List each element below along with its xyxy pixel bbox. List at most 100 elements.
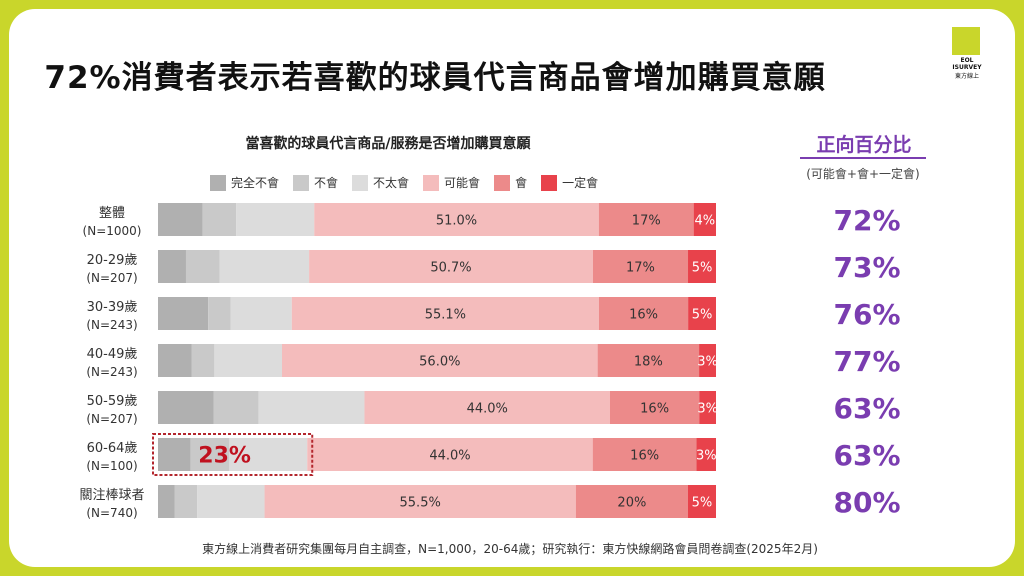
legend-swatch — [541, 174, 558, 191]
bar-segment — [693, 203, 716, 236]
legend-label: 不太會 — [373, 176, 410, 190]
bar-segment — [598, 203, 694, 236]
bar-segment — [282, 344, 598, 377]
bar-segment — [314, 203, 599, 236]
data-label: 56.0% — [419, 355, 460, 370]
legend-label: 可能會 — [444, 176, 481, 190]
data-label: 5% — [692, 496, 713, 511]
bar-segment — [230, 297, 292, 330]
sample-size-label: (N=207) — [86, 271, 137, 285]
positive-percentage-title: 正向百分比 — [816, 134, 912, 156]
bar-segment — [309, 250, 593, 283]
data-label: 16% — [640, 402, 669, 417]
data-label: 20% — [617, 496, 646, 511]
bar-segment — [264, 485, 576, 518]
data-label: 3% — [696, 449, 717, 464]
positive-percentage-value: 77% — [833, 345, 900, 378]
legend-label: 完全不會 — [231, 176, 280, 190]
bar-segment — [185, 250, 220, 283]
bar-segment — [592, 438, 697, 471]
category-label: 20-29歲 — [87, 253, 138, 268]
positive-percentage-subtitle: (可能會+會+一定會) — [806, 167, 920, 181]
logo-line-3: 東方線上 — [954, 73, 979, 80]
legend-item: 一定會 — [541, 174, 598, 191]
bar-segment — [364, 391, 610, 424]
data-label: 4% — [695, 214, 716, 229]
bar-segment — [699, 344, 716, 377]
bar-segment — [213, 391, 259, 424]
bar-segment — [258, 391, 365, 424]
data-label: 55.1% — [425, 308, 466, 323]
chart-title: 當喜歡的球員代言商品/服務是否增加購買意願 — [245, 136, 531, 152]
category-label: 關注棒球者 — [79, 488, 144, 503]
highlight-label: 23% — [198, 444, 251, 469]
legend-item: 會 — [494, 174, 527, 191]
positive-percentage-value: 76% — [833, 298, 900, 331]
bar-segment — [190, 438, 230, 471]
bar-segment — [597, 344, 700, 377]
legend-item: 不太會 — [352, 174, 409, 191]
data-label: 50.7% — [430, 261, 471, 276]
data-label: 16% — [630, 449, 659, 464]
bar-segment — [158, 344, 192, 377]
bar-segment — [609, 391, 700, 424]
data-label: 16% — [629, 308, 658, 323]
category-label: 30-39歲 — [87, 300, 138, 315]
category-label: 50-59歲 — [87, 394, 138, 409]
legend-swatch — [494, 174, 511, 191]
logo-line-2: ISURVEY — [952, 64, 982, 71]
page-title: 72%消費者表示若喜歡的球員代言商品會增加購買意願 — [44, 60, 826, 96]
legend-swatch — [293, 174, 310, 191]
bar-segment — [229, 438, 308, 471]
data-label: 3% — [697, 355, 718, 370]
sample-size-label: (N=740) — [86, 506, 137, 520]
bar-segment — [191, 344, 215, 377]
data-label: 44.0% — [429, 449, 470, 464]
positive-title-underline — [800, 157, 926, 159]
bar-segment — [202, 203, 237, 236]
legend-swatch — [352, 174, 369, 191]
legend-label: 不會 — [314, 176, 339, 190]
category-label: 40-49歲 — [87, 347, 138, 362]
data-label: 51.0% — [436, 214, 477, 229]
positive-percentage-value: 63% — [833, 392, 900, 425]
bar-segment — [208, 297, 231, 330]
sample-size-label: (N=1000) — [83, 224, 142, 238]
data-label: 18% — [634, 355, 663, 370]
legend-label: 一定會 — [562, 176, 599, 190]
category-label: 60-64歲 — [87, 441, 138, 456]
bar-segment — [696, 438, 716, 471]
sample-size-label: (N=243) — [86, 318, 137, 332]
bar-segment — [598, 297, 689, 330]
eol-isurvey-logo: EOL ISURVEY 東方線上 — [950, 27, 984, 83]
legend-swatch — [423, 174, 440, 191]
bar-segment — [219, 250, 310, 283]
bar-segment — [307, 438, 593, 471]
bar-segment — [688, 250, 716, 283]
bar-segment — [592, 250, 689, 283]
chart-legend: 完全不會 不會 不太會 可能會 會 一定會 — [210, 174, 612, 192]
data-label: 17% — [626, 261, 655, 276]
legend-swatch — [210, 174, 226, 191]
footnote: 東方線上消費者研究集團每月自主調查，N=1,000，20-64歲；研究執行：東方… — [202, 542, 818, 556]
sample-size-label: (N=207) — [86, 412, 137, 426]
bar-segment — [291, 297, 599, 330]
data-label: 55.5% — [400, 496, 441, 511]
bar-segment — [197, 485, 265, 518]
sample-size-label: (N=100) — [86, 459, 137, 473]
data-label: 44.0% — [467, 402, 508, 417]
bar-segment — [214, 344, 282, 377]
bar-segment — [699, 391, 716, 424]
legend-item: 可能會 — [423, 174, 480, 191]
data-label: 5% — [692, 261, 713, 276]
data-label: 5% — [692, 308, 713, 323]
legend-item: 完全不會 — [210, 174, 279, 191]
bar-segment — [158, 438, 191, 471]
sample-size-label: (N=243) — [86, 365, 137, 379]
legend-label: 會 — [515, 176, 528, 190]
category-label: 整體 — [99, 206, 125, 221]
logo-line-1: EOL — [960, 57, 974, 64]
positive-percentage-value: 80% — [833, 486, 900, 519]
logo-mark-icon — [952, 27, 980, 55]
